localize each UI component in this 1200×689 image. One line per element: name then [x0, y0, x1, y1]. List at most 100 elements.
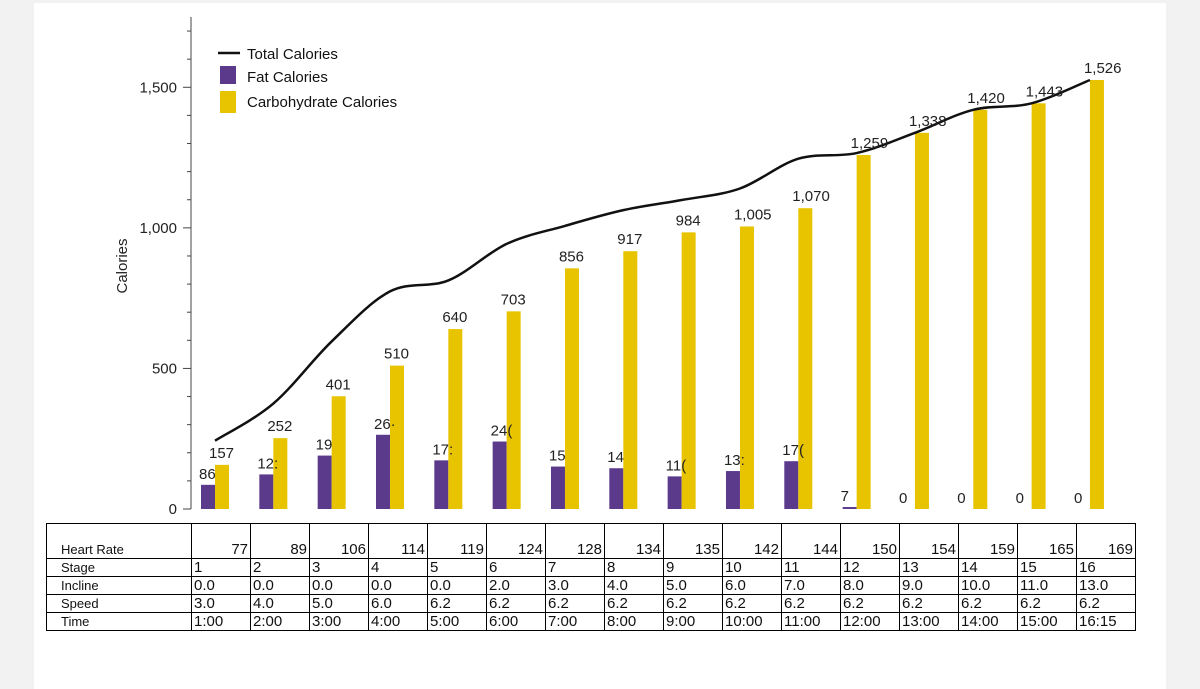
- table-cell: 5:00: [427, 612, 487, 631]
- carb-bar: [739, 226, 754, 510]
- table-cell: 8.0: [840, 576, 900, 595]
- fat-data-label: 15: [549, 448, 566, 465]
- data-labels: 86 12: 19 26· 17: 24(15 14 11(13: 17(7 0 0 0 0 157 252…: [199, 60, 1121, 507]
- carb-bar: [914, 132, 929, 509]
- table-cell: 134: [604, 523, 664, 559]
- row-label: Stage: [46, 558, 192, 577]
- table-cell: 9:00: [663, 612, 723, 631]
- carb-data-label: 510: [384, 346, 409, 363]
- table-cell: 6.2: [1076, 594, 1136, 613]
- table-cell: 6.2: [427, 594, 487, 613]
- table-cell: 15: [1017, 558, 1077, 577]
- table-cell: 12:00: [840, 612, 900, 631]
- legend-fat: Fat Calories: [247, 69, 328, 86]
- table-cell: 7: [545, 558, 605, 577]
- fat-data-label: 11(: [666, 457, 687, 474]
- y-tick-label: 0: [169, 501, 177, 518]
- table-cell: 7.0: [781, 576, 841, 595]
- table-cell: 6.0: [722, 576, 782, 595]
- carb-bar: [448, 329, 463, 509]
- table-cell: 3:00: [309, 612, 369, 631]
- table-row: Heart Rate 77 89 106 114 119 124 128 134 135 142 14…: [46, 523, 1136, 559]
- carb-data-label: 157: [209, 445, 234, 462]
- fat-bar: [317, 455, 332, 509]
- carb-data-label: 252: [267, 418, 292, 435]
- table-cell: 165: [1017, 523, 1077, 559]
- table-cell: 13:00: [899, 612, 959, 631]
- fat-bar: [550, 466, 565, 509]
- table-cell: 77: [191, 523, 251, 559]
- row-label: Heart Rate: [46, 523, 192, 559]
- table-cell: 6.2: [722, 594, 782, 613]
- fat-data-label: 12:: [257, 455, 278, 472]
- table-cell: 5.0: [663, 576, 723, 595]
- table-cell: 16:15: [1076, 612, 1136, 631]
- legend-total: Total Calories: [247, 46, 338, 63]
- table-cell: 2.0: [486, 576, 546, 595]
- table-row: Stage 1 2 3 4 5 6 7 8 9 10 11 12 13 14 15 16: [46, 558, 1136, 577]
- carb-data-label: 1,070: [792, 188, 830, 205]
- table-cell: 0.0: [427, 576, 487, 595]
- fat-bar: [725, 471, 740, 509]
- fat-bar: [201, 484, 215, 509]
- table-cell: 14: [958, 558, 1018, 577]
- fat-data-label: 14: [607, 449, 624, 466]
- table-cell: 142: [722, 523, 782, 559]
- table-cell: 10.0: [958, 576, 1018, 595]
- legend-carb-swatch: [220, 91, 236, 113]
- table-cell: 7:00: [545, 612, 605, 631]
- table-cell: 0.0: [191, 576, 251, 595]
- table-cell: 6.2: [545, 594, 605, 613]
- legend: Total Calories Fat Calories Carbohydrate…: [218, 46, 397, 113]
- table-cell: 11:00: [781, 612, 841, 631]
- carb-bar: [1089, 79, 1104, 509]
- table-cell: 5: [427, 558, 487, 577]
- carb-data-label: 1,443: [1026, 83, 1064, 100]
- carb-data-label: 1,005: [734, 206, 772, 223]
- table-cell: 4.0: [604, 576, 664, 595]
- carb-data-label: 856: [559, 248, 584, 265]
- carb-bar: [856, 155, 871, 509]
- bars: [201, 79, 1104, 510]
- carb-bar: [973, 109, 988, 509]
- table-cell: 106: [309, 523, 369, 559]
- table-cell: 11.0: [1017, 576, 1077, 595]
- table-cell: 9.0: [899, 576, 959, 595]
- fat-data-label: 19: [316, 437, 333, 454]
- table-cell: 1: [191, 558, 251, 577]
- table-cell: 2:00: [250, 612, 310, 631]
- carb-data-label: 1,259: [851, 135, 889, 152]
- calories-chart: 0 500 1,000 1,500 86 12: 19 26· 17: 24(15 14 11(13…: [114, 17, 1121, 518]
- workout-table: Heart Rate 77 89 106 114 119 124 128 134 135 142 14…: [46, 523, 1136, 631]
- row-label: Incline: [46, 576, 192, 595]
- carb-bar: [215, 464, 229, 509]
- row-label: Time: [46, 612, 192, 631]
- table-cell: 14:00: [958, 612, 1018, 631]
- table-cell: 3: [309, 558, 369, 577]
- carb-data-label: 640: [442, 309, 467, 326]
- table-cell: 6.2: [899, 594, 959, 613]
- carb-data-label: 1,420: [967, 90, 1005, 107]
- fat-data-label: 0: [899, 490, 907, 507]
- fat-bar: [375, 434, 390, 509]
- carb-data-label: 703: [501, 291, 526, 308]
- y-tick-label: 1,500: [139, 79, 177, 96]
- carb-bar: [389, 365, 404, 509]
- fat-bar: [667, 476, 682, 509]
- carb-bar: [681, 232, 696, 510]
- fat-data-label: 17(: [782, 442, 804, 459]
- table-cell: 4: [368, 558, 428, 577]
- fat-bar: [492, 441, 507, 509]
- table-cell: 128: [545, 523, 605, 559]
- fat-data-label: 0: [957, 490, 965, 507]
- carb-bar: [564, 268, 579, 509]
- y-axis-title: Calories: [114, 238, 131, 293]
- table-cell: 13: [899, 558, 959, 577]
- carb-bar: [623, 251, 638, 509]
- fat-data-label: 17:: [432, 441, 453, 458]
- carb-bar: [798, 208, 813, 510]
- y-tick-label: 1,000: [139, 220, 177, 237]
- table-cell: 6.0: [368, 594, 428, 613]
- table-cell: 6.2: [781, 594, 841, 613]
- table-cell: 124: [486, 523, 546, 559]
